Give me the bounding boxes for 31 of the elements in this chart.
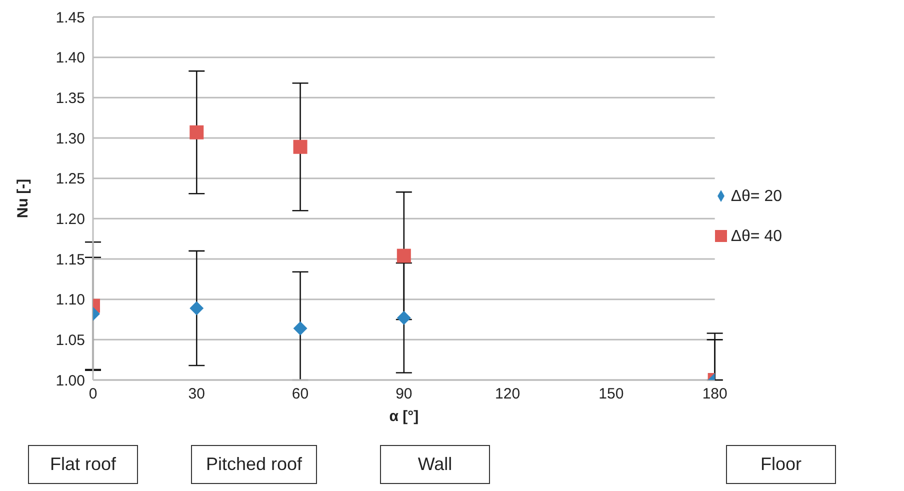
x-tick-label: 30 <box>188 386 205 403</box>
point <box>293 321 308 336</box>
y-tick-label: 1.45 <box>56 9 85 26</box>
y-tick-label: 1.20 <box>56 210 85 228</box>
point <box>190 125 204 140</box>
text: Wall <box>380 445 490 484</box>
x-tick-label: 180 <box>702 386 728 403</box>
x-tick-label: 0 <box>88 386 98 403</box>
y-tick-label: 1.40 <box>56 50 85 67</box>
text: Floor <box>726 445 836 484</box>
x-tick-label: 120 <box>495 386 520 403</box>
x-tick-label: 150 <box>598 386 624 403</box>
x-axis-title: α [°] <box>389 408 419 425</box>
text: 1.05 <box>56 332 85 349</box>
y-tick-label: 1.30 <box>56 130 85 148</box>
point <box>396 310 411 325</box>
point <box>293 140 308 154</box>
x-tick-label: 90 <box>396 386 412 403</box>
legend-label: Δθ= 40 <box>730 228 782 244</box>
x-tick-label: 60 <box>292 386 309 403</box>
legend-label: Δθ= 20 <box>730 188 782 204</box>
text: Pitched roof <box>191 445 318 484</box>
y-tick-label: 1.35 <box>56 90 85 107</box>
point <box>396 248 411 263</box>
y-tick-label: 1.00 <box>56 372 85 390</box>
y-axis-title: Nu [-] <box>14 178 32 218</box>
point <box>190 301 204 316</box>
y-tick-label: 1.10 <box>56 292 85 309</box>
text: Flat roof <box>28 445 138 484</box>
y-tick-label: 1.15 <box>56 251 85 268</box>
y-tick-label: 1.25 <box>56 170 85 188</box>
